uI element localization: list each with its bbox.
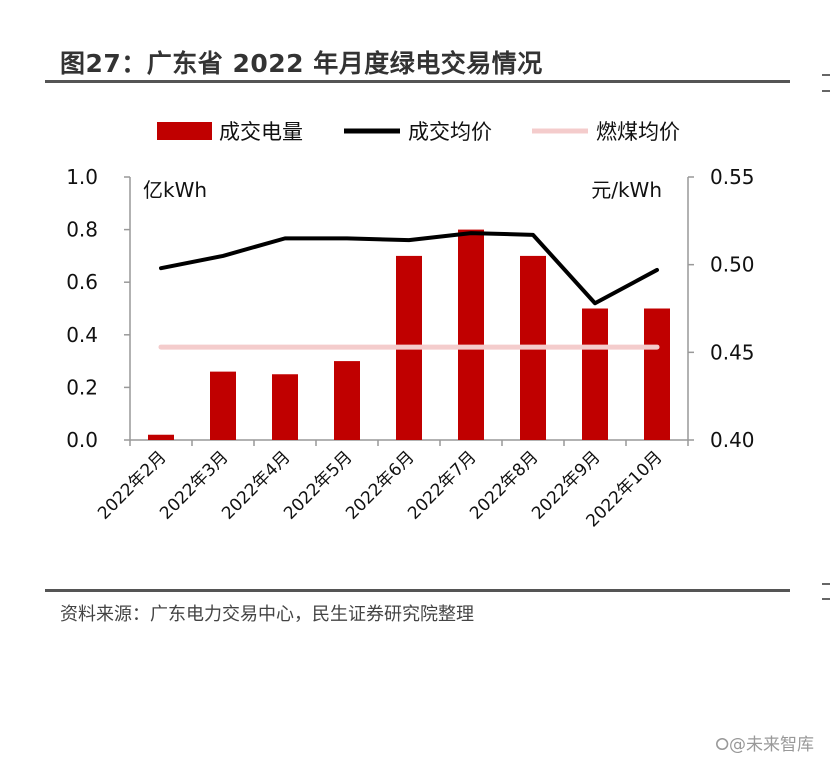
chart-title: 图27：广东省 2022 年月度绿电交易情况	[60, 49, 543, 78]
edge-mark	[822, 74, 830, 76]
y2-axis-unit: 元/kWh	[591, 178, 662, 202]
edge-mark	[822, 583, 830, 585]
legend-label: 燃煤均价	[596, 120, 680, 144]
y2-tick-label: 0.55	[710, 165, 755, 189]
chart-area: 成交电量 成交均价 燃煤均价 0.0 0.2 0.4 0.6 0.8 1.0 0.40 0.45 0…	[66, 120, 755, 531]
bar	[210, 371, 236, 440]
y-tick-label: 0.4	[66, 323, 98, 347]
legend-swatch-bar	[157, 122, 212, 140]
bar	[644, 308, 670, 440]
bars	[148, 229, 670, 440]
y-tick-label: 0.0	[66, 428, 98, 452]
lines	[158, 231, 660, 350]
bar	[148, 434, 174, 440]
y2-tick-label: 0.45	[710, 340, 755, 364]
edge-mark	[822, 90, 830, 92]
bar	[458, 229, 484, 440]
trade-price-line	[159, 231, 659, 306]
edge-mark	[822, 598, 830, 600]
legend-label: 成交均价	[408, 120, 492, 144]
source-note: 资料来源：广东电力交易中心，民生证券研究院整理	[60, 604, 474, 625]
y2-tick-label: 0.40	[710, 428, 755, 452]
y-tick-label: 0.6	[66, 270, 98, 294]
bar	[272, 374, 298, 440]
watermark: ⭘@未来智库	[715, 735, 814, 755]
legend: 成交电量 成交均价 燃煤均价	[157, 120, 680, 144]
y2-tick-label: 0.50	[710, 253, 755, 277]
bar	[334, 361, 360, 440]
y-tick-label: 0.8	[66, 218, 98, 242]
top-rule	[45, 80, 790, 83]
y-axis-unit: 亿kWh	[143, 178, 207, 202]
y-tick-label: 0.2	[66, 375, 98, 399]
y-tick-label: 1.0	[66, 165, 98, 189]
legend-label: 成交电量	[219, 120, 303, 144]
bottom-rule	[45, 589, 790, 592]
bar	[582, 308, 608, 440]
